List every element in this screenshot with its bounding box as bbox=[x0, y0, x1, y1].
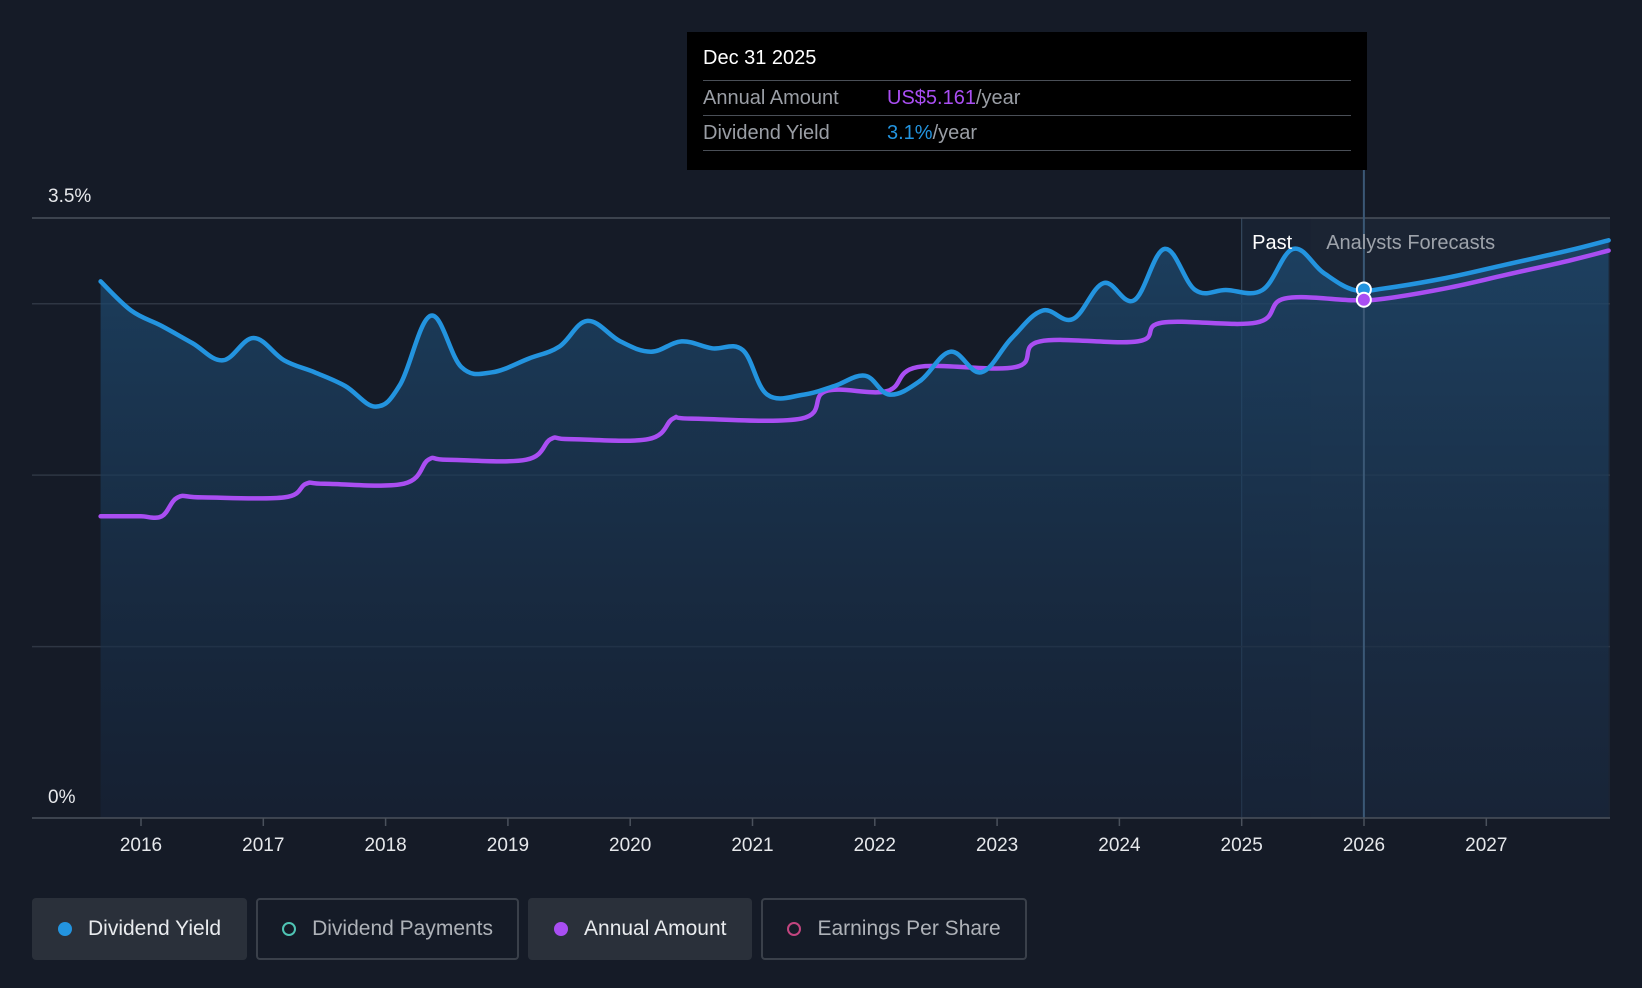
legend-dividend-payments-label: Dividend Payments bbox=[312, 917, 494, 940]
tooltip-annual-amount-value: US$5.161 bbox=[887, 87, 976, 109]
chart-tooltip: Dec 31 2025 Annual Amount US$5.161 /year… bbox=[687, 32, 1367, 170]
x-tick-label: 2027 bbox=[1465, 835, 1507, 856]
x-tick-label: 2023 bbox=[976, 835, 1018, 856]
tooltip-dividend-yield-label: Dividend Yield bbox=[703, 122, 830, 144]
legend-dividend-yield-label: Dividend Yield bbox=[88, 917, 222, 940]
legend-earnings-per-share-button[interactable]: Earnings Per Share bbox=[761, 898, 1027, 960]
legend-dividend-yield-dot-icon bbox=[58, 922, 72, 936]
legend-dividend-yield-button[interactable]: Dividend Yield bbox=[32, 898, 248, 960]
y-tick-label: 3.5% bbox=[48, 186, 91, 207]
x-tick-label: 2024 bbox=[1098, 835, 1141, 856]
x-tick-label: 2025 bbox=[1221, 835, 1263, 856]
x-tick-label: 2018 bbox=[364, 835, 406, 856]
x-tick-label: 2016 bbox=[120, 835, 162, 856]
annual-amount-line bbox=[98, 248, 1611, 521]
x-tick-label: 2017 bbox=[242, 835, 284, 856]
tooltip-row-annual-amount: Annual Amount US$5.161 /year bbox=[703, 81, 1351, 116]
dividend-yield-line bbox=[98, 238, 1611, 409]
annual-amount-marker bbox=[1355, 291, 1372, 308]
tooltip-date: Dec 31 2025 bbox=[703, 46, 1351, 81]
chart-legend: Dividend Yield Dividend Payments Annual … bbox=[32, 898, 1027, 960]
legend-earnings-per-share-label: Earnings Per Share bbox=[817, 917, 1001, 940]
legend-annual-amount-button[interactable]: Annual Amount bbox=[528, 898, 753, 960]
x-tick-label: 2019 bbox=[487, 835, 529, 856]
x-tick-label: 2022 bbox=[854, 835, 896, 856]
legend-dividend-payments-dot-icon bbox=[282, 922, 297, 936]
x-tick-label: 2020 bbox=[609, 835, 651, 856]
tooltip-annual-amount-label: Annual Amount bbox=[703, 87, 839, 109]
forecast-label: Analysts Forecasts bbox=[1326, 232, 1495, 254]
tooltip-row-dividend-yield: Dividend Yield 3.1% /year bbox=[703, 116, 1351, 151]
tooltip-annual-amount-unit: /year bbox=[975, 87, 1021, 109]
tooltip-dividend-yield-unit: /year bbox=[932, 122, 978, 144]
legend-earnings-per-share-dot-icon bbox=[787, 922, 802, 936]
legend-annual-amount-dot-icon bbox=[554, 922, 569, 936]
y-tick-label: 0% bbox=[48, 787, 76, 808]
x-tick-label: 2021 bbox=[731, 835, 773, 856]
dividend-yield-area bbox=[100, 240, 1609, 819]
tooltip-dividend-yield-value: 3.1% bbox=[887, 122, 933, 144]
x-tick-label: 2026 bbox=[1343, 835, 1385, 856]
past-label: Past bbox=[1252, 232, 1292, 254]
legend-dividend-payments-button[interactable]: Dividend Payments bbox=[256, 898, 520, 960]
legend-annual-amount-label: Annual Amount bbox=[584, 917, 727, 940]
